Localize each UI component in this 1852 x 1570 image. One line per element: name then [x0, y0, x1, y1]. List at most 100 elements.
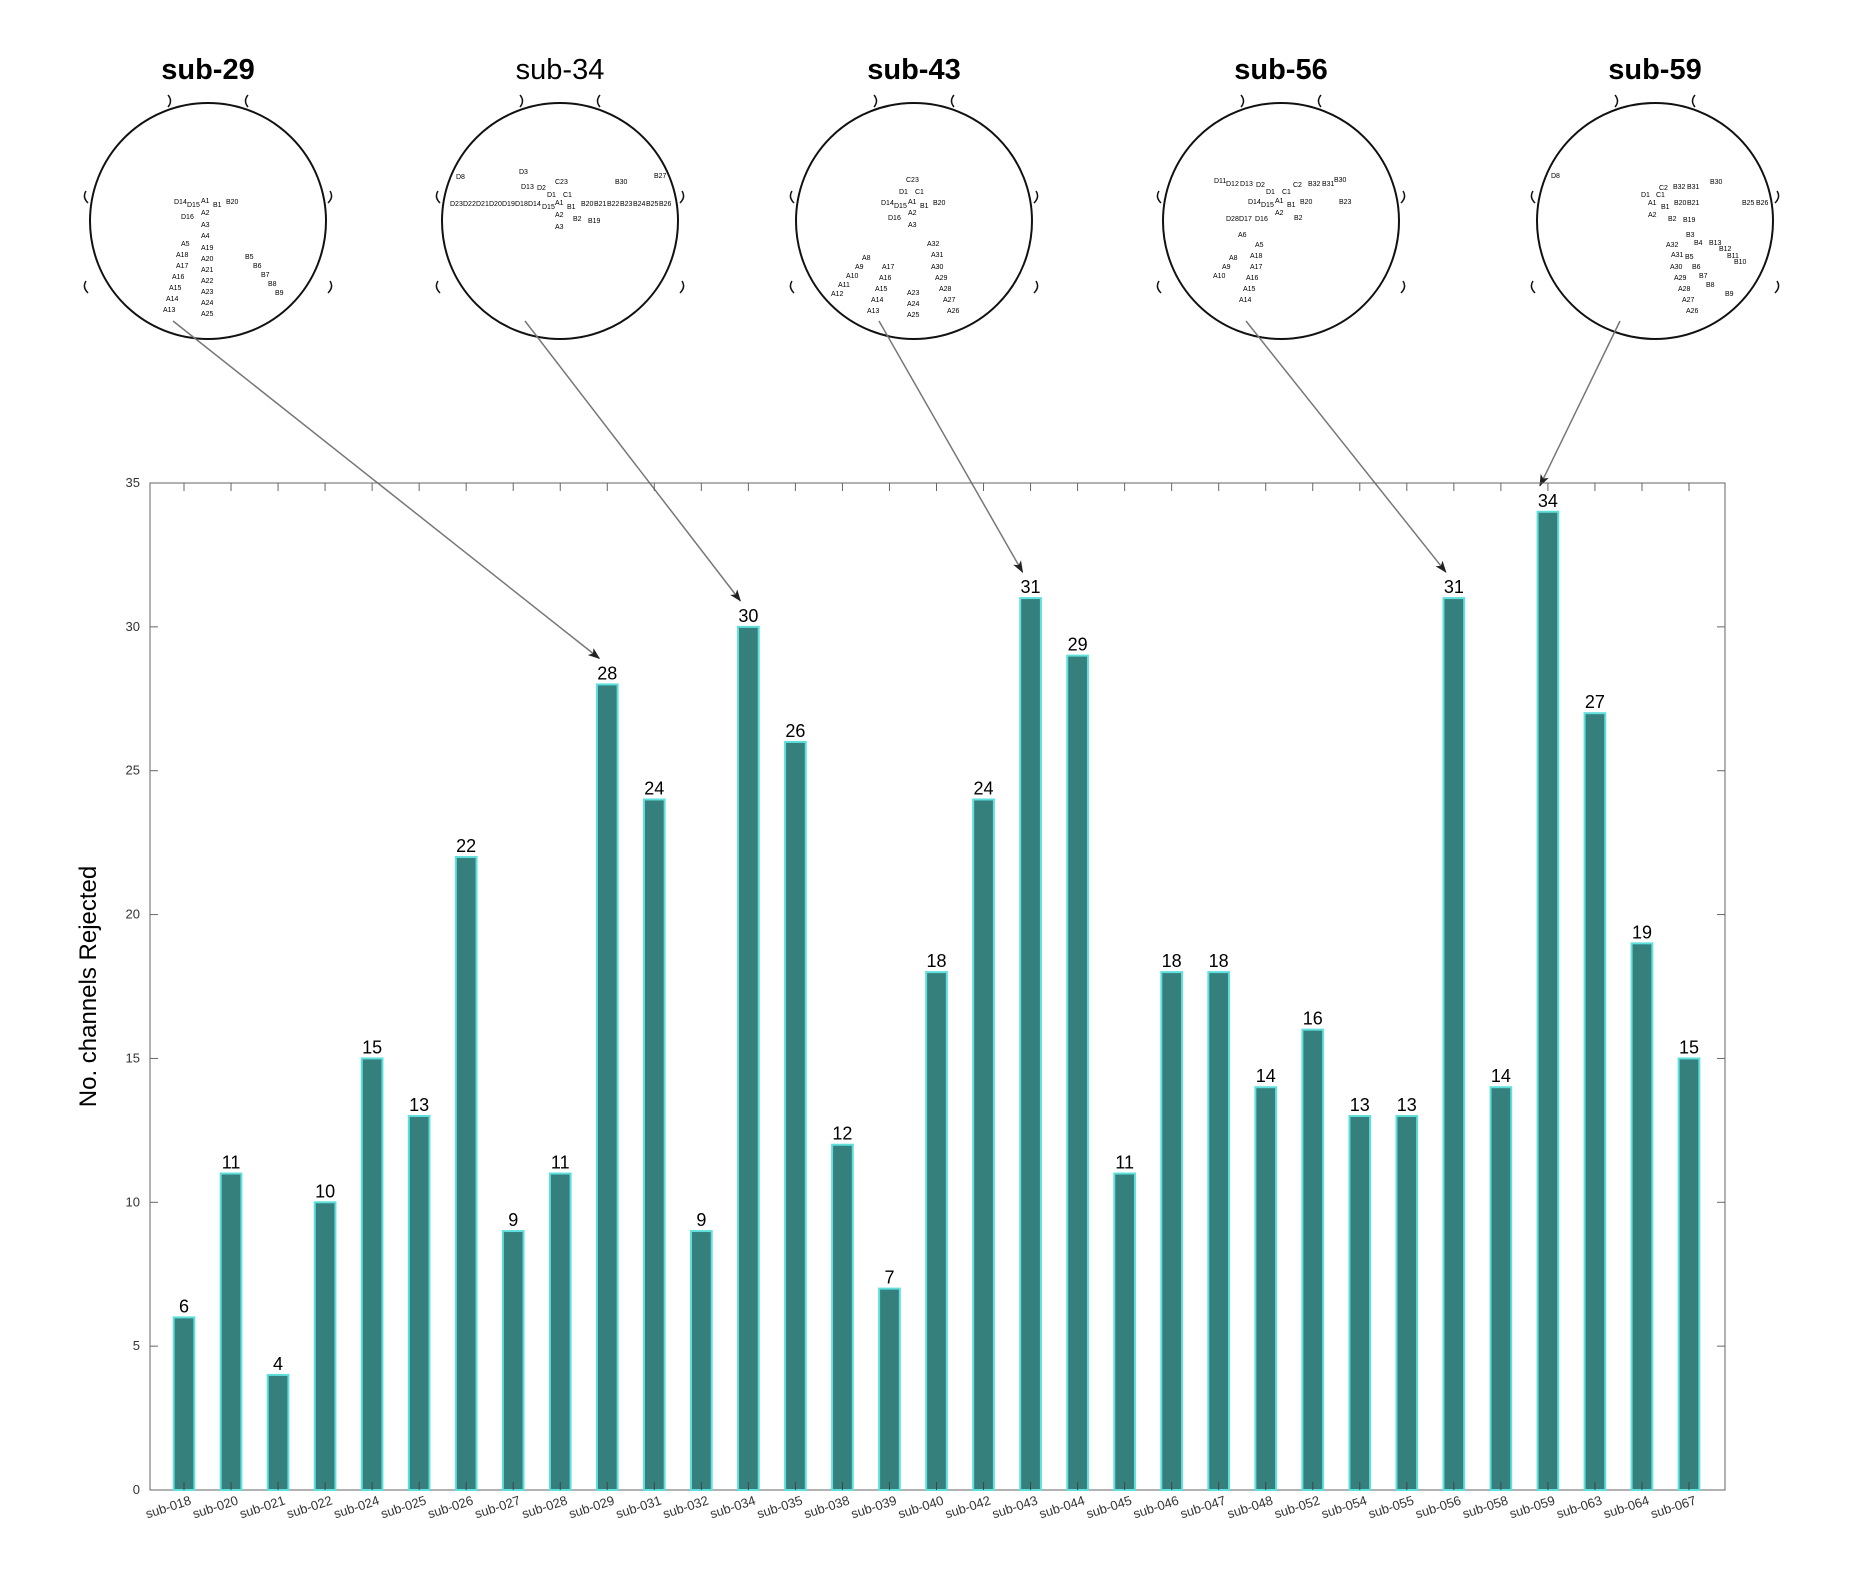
bar-sub-027 — [501, 1230, 525, 1491]
electrode-label: A27 — [943, 297, 956, 304]
bar-sub-052 — [1301, 1028, 1325, 1491]
x-tick-label: sub-063 — [1555, 1493, 1604, 1522]
electrode-label: C23 — [555, 179, 568, 186]
electrode-label: A20 — [201, 256, 214, 263]
data-label-sub-024: 15 — [362, 1037, 382, 1057]
electrode-label: A14 — [871, 297, 884, 304]
electrode-label: D14 — [174, 199, 187, 206]
electrode-label: B1 — [213, 202, 222, 209]
electrode-label: A3 — [555, 224, 564, 231]
electrode-label: A8 — [862, 255, 871, 262]
electrode-label: C1 — [1656, 192, 1665, 199]
electrode-label: A1 — [1648, 200, 1657, 207]
data-label-sub-040: 18 — [926, 951, 946, 971]
electrode-label: D13 — [1240, 181, 1253, 188]
data-label-sub-032: 9 — [696, 1210, 706, 1230]
electrode-label: B7 — [1699, 273, 1708, 280]
electrode-label: A2 — [1275, 210, 1284, 217]
electrode-label: A31 — [1671, 252, 1684, 259]
electrode-label: A18 — [176, 252, 189, 259]
data-label-sub-052: 16 — [1303, 1009, 1323, 1029]
electrode-label: A14 — [1239, 297, 1252, 304]
electrode-label: B4 — [1694, 240, 1703, 247]
head-map-title: sub-34 — [516, 54, 605, 86]
electrode-label: B30 — [1334, 177, 1347, 184]
electrode-label: A23 — [201, 289, 214, 296]
electrode-label: A24 — [907, 301, 920, 308]
bar-sub-044 — [1066, 654, 1089, 1491]
electrode-label: A15 — [875, 286, 888, 293]
electrode-label: B22 — [607, 201, 620, 208]
bar-sub-025 — [407, 1114, 431, 1491]
electrode-label: B21 — [1687, 200, 1700, 207]
electrode-label: D16 — [888, 215, 901, 222]
electrode-label: A2 — [201, 210, 210, 217]
bar-sub-059 — [1536, 510, 1560, 1491]
bar-sub-034 — [737, 625, 760, 1491]
electrode-label: B20 — [933, 200, 946, 207]
electrode-label: B3 — [1686, 232, 1695, 239]
electrode-label: B31 — [1687, 184, 1700, 191]
bar-sub-054 — [1348, 1114, 1372, 1491]
data-label-sub-029: 28 — [597, 663, 617, 683]
bar-sub-022 — [313, 1201, 337, 1492]
left-ear-icon — [1530, 190, 1536, 294]
electrode-label: A13 — [867, 308, 880, 315]
electrode-label: D22 — [463, 201, 476, 208]
electrode-label: A2 — [555, 212, 564, 219]
electrode-label: A12 — [831, 291, 844, 298]
data-label-sub-054: 13 — [1350, 1095, 1370, 1115]
head-map-title: sub-43 — [867, 54, 960, 86]
data-label-sub-018: 6 — [179, 1296, 189, 1316]
electrode-label: B31 — [1322, 181, 1335, 188]
x-tick-label: sub-025 — [379, 1493, 428, 1522]
electrode-label: B1 — [920, 203, 929, 210]
electrode-label: D1 — [547, 192, 556, 199]
electrode-label: B5 — [1685, 254, 1694, 261]
electrode-label: B19 — [1683, 217, 1696, 224]
arrow-sub-29 — [172, 320, 601, 660]
x-tick-label: sub-067 — [1649, 1493, 1698, 1522]
data-label-sub-020: 11 — [222, 1153, 241, 1173]
x-tick-label: sub-029 — [567, 1493, 616, 1522]
data-label-sub-043: 31 — [1021, 577, 1041, 597]
data-label-sub-058: 14 — [1491, 1066, 1511, 1086]
x-tick-label: sub-056 — [1413, 1493, 1462, 1522]
y-tick-label: 30 — [126, 619, 140, 634]
callout-arrows — [172, 320, 1621, 660]
x-tick-label: sub-042 — [943, 1493, 992, 1522]
electrode-label: D17 — [1239, 216, 1252, 223]
left-ear-icon — [83, 190, 89, 294]
data-label-sub-059: 34 — [1538, 491, 1558, 511]
bar-sub-035 — [784, 740, 807, 1491]
electrode-label: D14 — [1248, 199, 1261, 206]
head-outline — [795, 102, 1033, 340]
head-outline — [1162, 102, 1400, 340]
bar-sub-056 — [1442, 597, 1466, 1491]
electrode-label: B1 — [1287, 202, 1296, 209]
electrode-label: D1 — [899, 189, 908, 196]
y-tick-label: 0 — [133, 1482, 140, 1497]
electrode-label: B30 — [615, 179, 628, 186]
electrode-label: A1 — [555, 200, 564, 207]
nose-icon — [873, 94, 955, 108]
electrode-label: D1 — [1266, 189, 1275, 196]
bar-sub-020 — [219, 1172, 243, 1491]
x-tick-label: sub-054 — [1319, 1493, 1368, 1522]
x-tick-label: sub-045 — [1084, 1493, 1133, 1522]
electrode-label: A10 — [846, 273, 859, 280]
x-tick-label: sub-055 — [1366, 1493, 1415, 1522]
electrode-label: D20 — [489, 201, 502, 208]
electrode-label: D16 — [1255, 216, 1268, 223]
x-tick-label: sub-039 — [849, 1493, 898, 1522]
y-tick-label: 10 — [126, 1194, 140, 1209]
data-label-sub-042: 24 — [974, 778, 994, 798]
bar-sub-064 — [1630, 942, 1654, 1491]
data-label-sub-035: 26 — [785, 721, 805, 741]
x-tick-label: sub-064 — [1602, 1493, 1651, 1522]
electrode-label: D12 — [1226, 181, 1239, 188]
electrode-label: D1 — [1641, 192, 1650, 199]
electrode-label: B2 — [573, 216, 582, 223]
